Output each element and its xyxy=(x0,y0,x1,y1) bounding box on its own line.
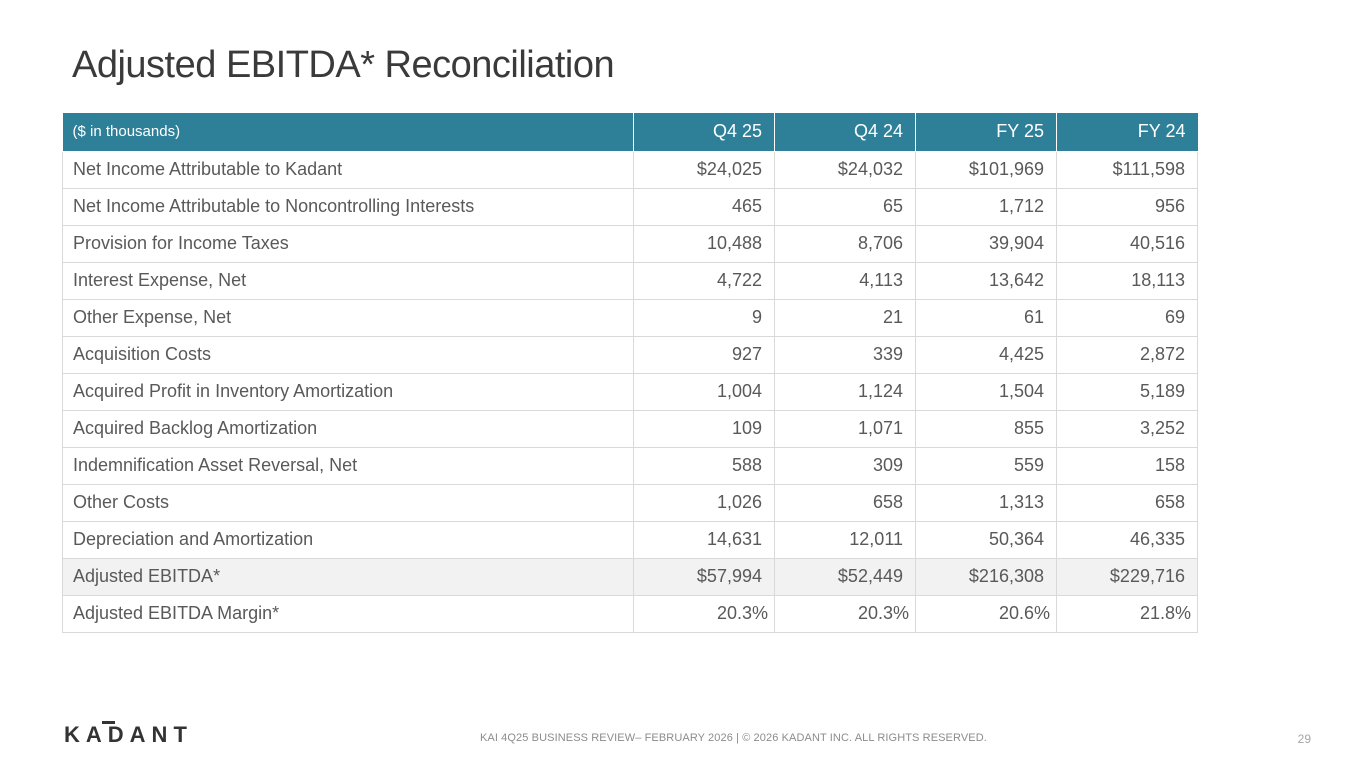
adjusted-ebitda-row: Adjusted EBITDA* $57,994 $52,449 $216,30… xyxy=(62,557,1198,596)
header-fy-25: FY 25 xyxy=(915,113,1057,152)
row-value: 9 xyxy=(633,298,775,337)
row-value: 2,872 xyxy=(1056,335,1198,374)
row-label: Adjusted EBITDA Margin* xyxy=(62,594,634,633)
row-value: $24,025 xyxy=(633,150,775,189)
row-value: 18,113 xyxy=(1056,261,1198,300)
row-value: 8,706 xyxy=(774,224,916,263)
row-value: $52,449 xyxy=(774,557,916,596)
header-q4-25: Q4 25 xyxy=(633,113,775,152)
row-value: 65 xyxy=(774,187,916,226)
row-value: 1,026 xyxy=(633,483,775,522)
row-value: 1,712 xyxy=(915,187,1057,226)
table-row: Other Expense, Net 9 21 61 69 xyxy=(62,298,1198,337)
row-value: 109 xyxy=(633,409,775,448)
row-value: 5,189 xyxy=(1056,372,1198,411)
kadant-logo: KADANT xyxy=(64,721,193,747)
row-value: $24,032 xyxy=(774,150,916,189)
row-value: 3,252 xyxy=(1056,409,1198,448)
row-value: 1,071 xyxy=(774,409,916,448)
row-value: 39,904 xyxy=(915,224,1057,263)
table-row: Interest Expense, Net 4,722 4,113 13,642… xyxy=(62,261,1198,300)
table-row: Other Costs 1,026 658 1,313 658 xyxy=(62,483,1198,522)
row-value: 1,504 xyxy=(915,372,1057,411)
table-row: Acquired Profit in Inventory Amortizatio… xyxy=(62,372,1198,411)
row-value: 46,335 xyxy=(1056,520,1198,559)
row-label: Other Costs xyxy=(62,483,634,522)
row-value: 158 xyxy=(1056,446,1198,485)
row-label: Depreciation and Amortization xyxy=(62,520,634,559)
row-value: 20.6% xyxy=(915,594,1057,633)
row-value: 855 xyxy=(915,409,1057,448)
row-value: $216,308 xyxy=(915,557,1057,596)
row-value: 69 xyxy=(1056,298,1198,337)
row-label: Net Income Attributable to Kadant xyxy=(62,150,634,189)
row-value: 21.8% xyxy=(1056,594,1198,633)
row-value: 10,488 xyxy=(633,224,775,263)
row-label: Acquired Backlog Amortization xyxy=(62,409,634,448)
row-value: 559 xyxy=(915,446,1057,485)
row-value: $57,994 xyxy=(633,557,775,596)
header-units-label: ($ in thousands) xyxy=(62,113,634,152)
row-value: 927 xyxy=(633,335,775,374)
row-value: $229,716 xyxy=(1056,557,1198,596)
row-label: Acquisition Costs xyxy=(62,335,634,374)
row-value: 61 xyxy=(915,298,1057,337)
row-value: 20.3% xyxy=(633,594,775,633)
row-value: 339 xyxy=(774,335,916,374)
row-value: 21 xyxy=(774,298,916,337)
row-value: 465 xyxy=(633,187,775,226)
row-value: 12,011 xyxy=(774,520,916,559)
reconciliation-table: ($ in thousands) Q4 25 Q4 24 FY 25 FY 24… xyxy=(62,113,1198,633)
table-row: Provision for Income Taxes 10,488 8,706 … xyxy=(62,224,1198,263)
row-label: Provision for Income Taxes xyxy=(62,224,634,263)
table-row: Acquired Backlog Amortization 109 1,071 … xyxy=(62,409,1198,448)
header-q4-24: Q4 24 xyxy=(774,113,916,152)
table-row: Depreciation and Amortization 14,631 12,… xyxy=(62,520,1198,559)
row-value: 20.3% xyxy=(774,594,916,633)
row-label: Adjusted EBITDA* xyxy=(62,557,634,596)
table-row: Acquisition Costs 927 339 4,425 2,872 xyxy=(62,335,1198,374)
row-label: Acquired Profit in Inventory Amortizatio… xyxy=(62,372,634,411)
row-value: 1,004 xyxy=(633,372,775,411)
row-value: 658 xyxy=(1056,483,1198,522)
row-value: 658 xyxy=(774,483,916,522)
slide-title: Adjusted EBITDA* Reconciliation xyxy=(72,44,615,86)
footer-text: KAI 4Q25 BUSINESS REVIEW– FEBRUARY 2026 … xyxy=(480,732,987,744)
row-value: 1,124 xyxy=(774,372,916,411)
table-row: Indemnification Asset Reversal, Net 588 … xyxy=(62,446,1198,485)
ebitda-margin-row: Adjusted EBITDA Margin* 20.3% 20.3% 20.6… xyxy=(62,594,1198,633)
page-number: 29 xyxy=(1297,732,1311,746)
table-row: Net Income Attributable to Kadant $24,02… xyxy=(62,150,1198,189)
row-label: Indemnification Asset Reversal, Net xyxy=(62,446,634,485)
row-value: 4,113 xyxy=(774,261,916,300)
row-value: $101,969 xyxy=(915,150,1057,189)
logo-wordmark: KADANT xyxy=(64,722,193,747)
logo-macron-icon xyxy=(102,721,115,724)
row-value: 40,516 xyxy=(1056,224,1198,263)
row-value: 14,631 xyxy=(633,520,775,559)
row-value: 309 xyxy=(774,446,916,485)
table-header-row: ($ in thousands) Q4 25 Q4 24 FY 25 FY 24 xyxy=(62,113,1198,152)
row-label: Interest Expense, Net xyxy=(62,261,634,300)
row-value: 4,722 xyxy=(633,261,775,300)
row-label: Net Income Attributable to Noncontrollin… xyxy=(62,187,634,226)
row-label: Other Expense, Net xyxy=(62,298,634,337)
row-value: 1,313 xyxy=(915,483,1057,522)
row-value: 956 xyxy=(1056,187,1198,226)
row-value: 50,364 xyxy=(915,520,1057,559)
header-fy-24: FY 24 xyxy=(1056,113,1198,152)
table-row: Net Income Attributable to Noncontrollin… xyxy=(62,187,1198,226)
row-value: 588 xyxy=(633,446,775,485)
row-value: $111,598 xyxy=(1056,150,1198,189)
row-value: 4,425 xyxy=(915,335,1057,374)
row-value: 13,642 xyxy=(915,261,1057,300)
